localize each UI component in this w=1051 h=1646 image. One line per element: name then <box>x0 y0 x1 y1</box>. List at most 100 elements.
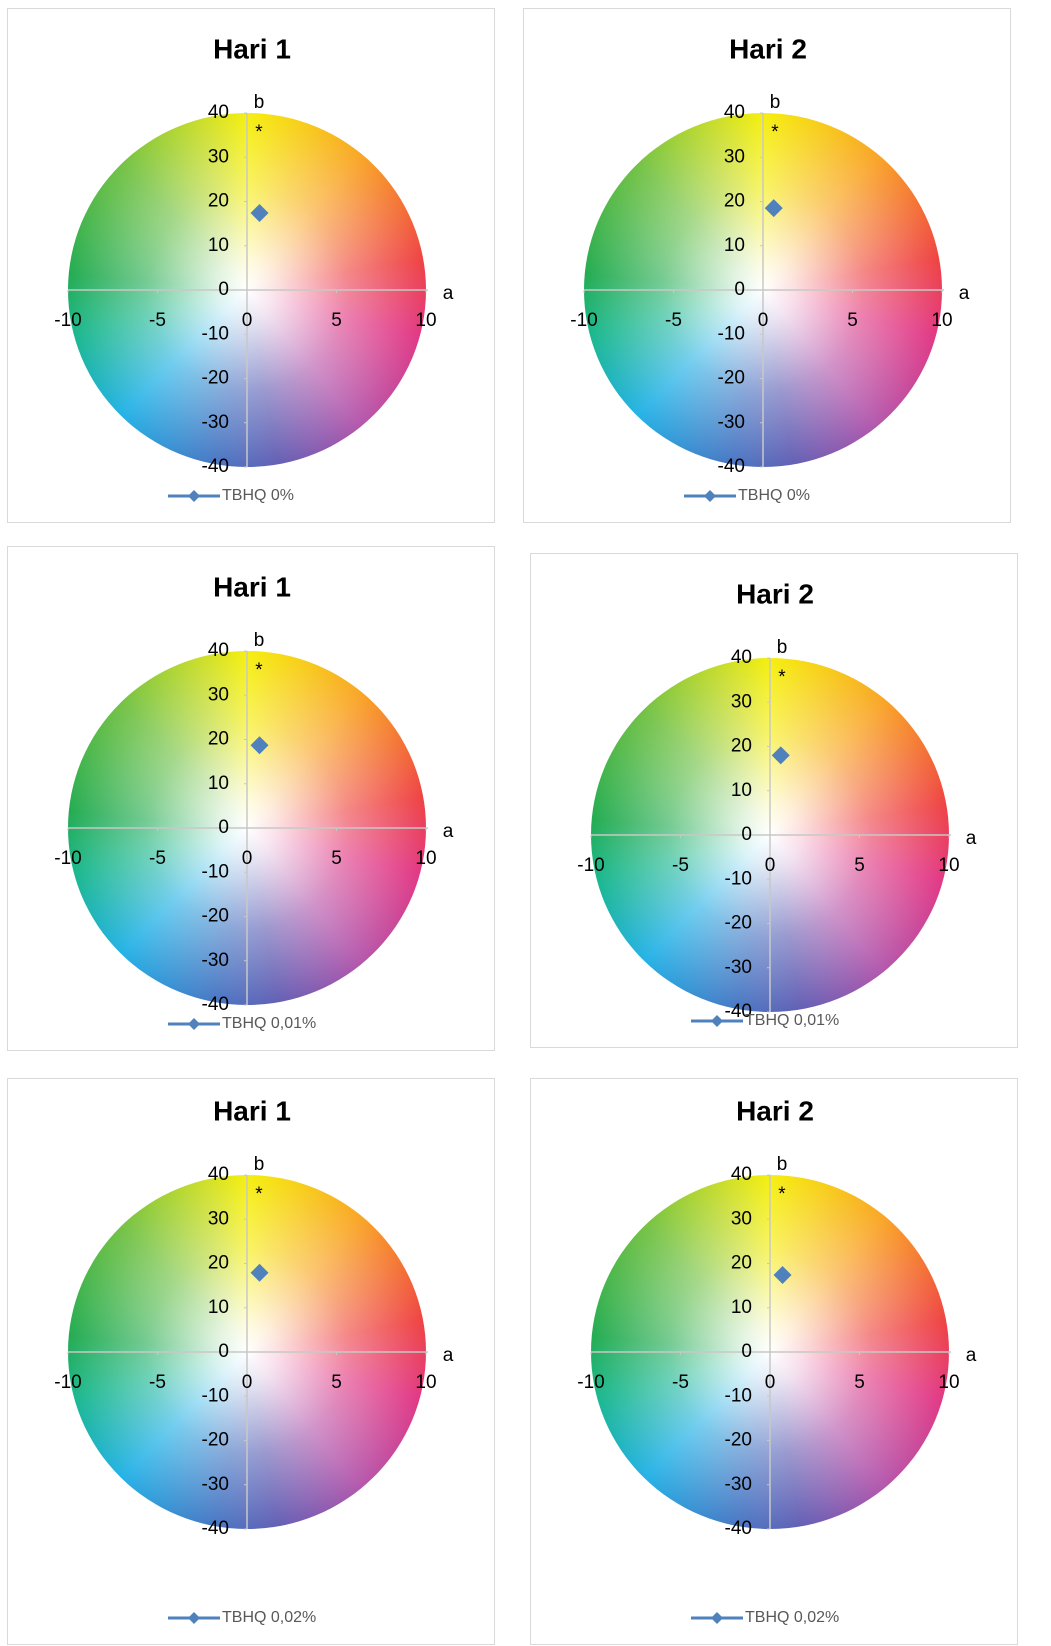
x-tick-label: -10 <box>577 1372 604 1393</box>
y-tick-label: 40 <box>731 1164 752 1185</box>
y-tick-label: -30 <box>202 412 229 433</box>
x-axis-label: a <box>443 283 454 304</box>
x-tick-label: -10 <box>570 310 597 331</box>
x-axis-label: a <box>959 283 970 304</box>
y-tick-label: -20 <box>202 368 229 389</box>
legend-label: TBHQ 0% <box>222 487 294 504</box>
chart-panel: Hari 1 -40 -30 -20 -10 0 10 20 30 40 -10 -5 0 5 10 a b * T… <box>7 8 495 523</box>
y-tick-label: 0 <box>218 1341 229 1362</box>
x-tick-label: -5 <box>665 310 682 331</box>
y-tick-label: -40 <box>725 1001 752 1022</box>
y-tick-label: 40 <box>208 102 229 123</box>
annotation: * <box>255 1184 263 1205</box>
legend-entry: TBHQ 0,02% <box>691 1609 839 1626</box>
x-tick-label: 10 <box>415 310 436 331</box>
y-tick-label: -20 <box>725 1430 752 1451</box>
legend-entry: TBHQ 0% <box>684 487 810 504</box>
chart-title: Hari 1 <box>213 33 291 64</box>
legend-entry: TBHQ 0% <box>168 487 294 504</box>
x-tick-label: 10 <box>415 848 436 869</box>
y-tick-label: 10 <box>208 773 229 794</box>
x-tick-label: 5 <box>331 848 342 869</box>
y-tick-label: -10 <box>725 1385 752 1406</box>
y-tick-label: -20 <box>718 368 745 389</box>
x-tick-label: 10 <box>931 310 952 331</box>
y-tick-label: -20 <box>725 913 752 934</box>
x-tick-label: 5 <box>854 855 865 876</box>
y-tick-label: -20 <box>202 1430 229 1451</box>
x-tick-label: 0 <box>765 855 776 876</box>
y-axis-label: b <box>254 630 265 651</box>
x-tick-label: 0 <box>242 310 253 331</box>
y-tick-label: 30 <box>208 684 229 705</box>
y-tick-label: 0 <box>218 817 229 838</box>
x-tick-label: 5 <box>847 310 858 331</box>
chart-panel: Hari 2 -40 -30 -20 -10 0 10 20 30 40 -10 -5 0 5 10 a b * T… <box>523 8 1011 523</box>
x-tick-label: 10 <box>938 855 959 876</box>
annotation: * <box>771 122 779 143</box>
x-tick-label: 0 <box>242 1372 253 1393</box>
y-tick-label: -30 <box>725 957 752 978</box>
annotation: * <box>778 1184 786 1205</box>
x-tick-label: -5 <box>149 848 166 869</box>
x-tick-label: -10 <box>54 1372 81 1393</box>
x-tick-label: -5 <box>672 1372 689 1393</box>
y-tick-label: 20 <box>208 729 229 750</box>
data-point <box>764 199 783 218</box>
chart-panel: Hari 2 -40 -30 -20 -10 0 10 20 30 40 -10 -5 0 5 10 a b * T… <box>530 553 1018 1048</box>
y-tick-label: 30 <box>208 1208 229 1229</box>
y-tick-label: -10 <box>725 868 752 889</box>
data-point <box>250 204 269 223</box>
y-tick-label: 0 <box>741 1341 752 1362</box>
y-tick-label: 10 <box>731 1297 752 1318</box>
y-tick-label: 0 <box>734 279 745 300</box>
y-tick-label: -40 <box>202 994 229 1015</box>
chart: Hari 1 -40 -30 -20 -10 0 10 20 30 40 -10 -5 0 5 10 a b * T… <box>54 33 454 504</box>
chart-title: Hari 2 <box>729 33 807 64</box>
y-tick-label: 10 <box>731 780 752 801</box>
y-tick-label: 20 <box>208 191 229 212</box>
legend-label: TBHQ 0% <box>738 487 810 504</box>
y-tick-label: 20 <box>724 191 745 212</box>
y-tick-label: 30 <box>731 691 752 712</box>
y-tick-label: -10 <box>202 1385 229 1406</box>
y-tick-label: -30 <box>202 1474 229 1495</box>
y-tick-label: -40 <box>202 456 229 477</box>
y-tick-label: -30 <box>725 1474 752 1495</box>
y-tick-label: -20 <box>202 906 229 927</box>
x-tick-label: -10 <box>54 848 81 869</box>
x-tick-label: -5 <box>149 1372 166 1393</box>
chart: Hari 2 -40 -30 -20 -10 0 10 20 30 40 -10 -5 0 5 10 a b * T… <box>577 578 977 1029</box>
y-tick-label: -40 <box>718 456 745 477</box>
y-axis-label: b <box>254 92 265 113</box>
y-axis-label: b <box>777 637 788 658</box>
y-tick-label: -40 <box>725 1518 752 1539</box>
data-point <box>773 1266 792 1285</box>
chart: Hari 1 -40 -30 -20 -10 0 10 20 30 40 -10 -5 0 5 10 a b * T… <box>54 571 453 1032</box>
y-tick-label: 40 <box>208 1164 229 1185</box>
legend-marker <box>188 490 200 502</box>
x-axis-label: a <box>966 828 977 849</box>
legend-marker <box>711 1612 723 1624</box>
y-axis-label: b <box>777 1154 788 1175</box>
x-tick-label: 10 <box>415 1372 436 1393</box>
y-tick-label: -40 <box>202 1518 229 1539</box>
legend-marker <box>711 1015 723 1027</box>
legend-entry: TBHQ 0,02% <box>168 1609 316 1626</box>
y-tick-label: 10 <box>724 235 745 256</box>
y-tick-label: 40 <box>731 647 752 668</box>
y-tick-label: -10 <box>718 323 745 344</box>
x-tick-label: 10 <box>938 1372 959 1393</box>
y-tick-label: -30 <box>718 412 745 433</box>
x-tick-label: 5 <box>331 1372 342 1393</box>
x-tick-label: -10 <box>54 310 81 331</box>
y-tick-label: -10 <box>202 323 229 344</box>
y-tick-label: -10 <box>202 861 229 882</box>
y-tick-label: 30 <box>731 1208 752 1229</box>
legend-label: TBHQ 0,01% <box>745 1012 839 1029</box>
legend-label: TBHQ 0,01% <box>222 1015 316 1032</box>
y-tick-label: 20 <box>208 1253 229 1274</box>
chart-title: Hari 1 <box>213 571 291 602</box>
y-tick-label: 40 <box>208 640 229 661</box>
legend-label: TBHQ 0,02% <box>745 1609 839 1626</box>
